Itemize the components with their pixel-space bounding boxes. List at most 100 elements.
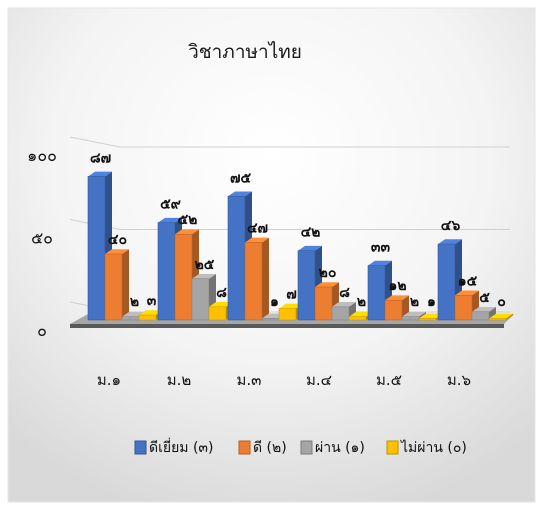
bar-top [368,260,392,266]
bar-front [471,311,490,321]
category-label: ม.๓ [237,371,262,389]
data-label: ๑๒ [388,278,406,294]
bar-top [88,171,112,177]
bar-side [122,249,129,320]
legend-label: ดีเยี่ยม (๓) [149,438,213,456]
bar-front [331,306,350,321]
bar-front [297,250,316,321]
bar-front [418,318,437,321]
bar-front [261,318,280,321]
bar-front [278,308,297,321]
bar-front [208,306,227,321]
bar-front [244,242,263,321]
floor-edge [70,324,504,328]
bar-front [174,233,193,321]
bar-top [489,313,513,319]
bar-front [138,314,157,321]
bar-top [332,302,356,307]
bar-top [158,217,182,223]
data-label: ๔๐ [108,232,127,248]
bar-front [157,222,176,321]
legend-swatch [238,440,251,455]
data-label: ๒๐ [319,265,337,281]
bar-front [348,316,367,321]
category-label-layer: ม.๑ ม.๒ ม.๓ ม.๔ ม.๕ ม.๖ [97,371,471,389]
axis-tick-layer: ๐ ๕๐ ๑๐๐ [27,146,57,340]
category-label: ม.๕ [376,371,402,389]
category-label: ม.๖ [447,371,471,389]
data-label: ๑ [270,294,279,310]
data-label: ๓ [147,293,157,309]
data-label: ๔๒ [301,225,321,241]
bar-top [472,306,496,312]
data-label: ๒ [130,294,139,310]
bar-top [402,311,426,317]
bar [244,237,269,321]
data-label: ๕๒ [178,212,198,228]
category-label: ม.๑ [97,371,121,389]
legend-swatch [134,440,147,455]
bar-front [121,316,140,321]
bar-top [105,249,129,254]
data-label: ๔๖ [441,218,461,234]
bar-top [279,303,303,309]
bar-top [315,282,339,287]
bar-front [384,299,403,321]
bar-front [437,243,456,321]
bar-top [192,273,216,279]
bar-front [227,195,246,321]
bar-front [488,318,507,321]
bar [104,249,129,321]
legend-label: ไม่ผ่าน (๐) [400,439,467,456]
data-label: ๘ [216,285,227,301]
bar-front [401,316,420,321]
legend-label: ดี (๒) [253,440,287,456]
y-tick-label: ๑๐๐ [27,146,57,165]
bar-front [454,294,473,321]
data-label: ๒๕ [195,257,215,273]
gridline-slant [69,136,121,148]
bar-top [209,302,233,307]
data-label: ๐ [497,294,506,310]
bar-top [385,295,409,301]
legend-label: ผ่าน (๑) [315,440,365,456]
bar [471,306,496,321]
bar-top [245,237,269,243]
bar-top [349,311,373,317]
bar [488,313,513,321]
bar-front [314,286,333,321]
bar-front [191,278,210,321]
y-tick-label: ๕๐ [31,229,53,248]
y-tick-label: ๐ [37,321,47,340]
category-label: ม.๒ [167,371,192,389]
data-label-layer: ๘๗๔๐๒ ๓๕๙๕๒๒๕๘๗๕๔๗๑ ๗๔๒๒๐๘๒๓๓๑๒๒ ๑๔๖๑๕๕๐ [90,150,506,310]
data-label: ๓๓ [371,240,391,256]
bar-front [104,253,123,321]
bar-side [262,237,269,320]
bar-top [419,313,443,319]
data-label: ๘๗ [90,150,111,166]
bar-layer [87,171,513,321]
bar-side [506,313,513,320]
data-label: ๕๙ [160,197,181,213]
bar-top [139,310,163,316]
bar-top [228,191,252,197]
bar-top [175,229,199,235]
category-label: ม.๔ [306,371,332,389]
legend: ดีเยี่ยม (๓) ดี (๒) ผ่าน (๑) ไม่ผ่าน (๐) [134,438,467,456]
bar-front [87,176,106,321]
legend-swatch [386,440,399,455]
bar-top [298,245,322,251]
bar-side [489,306,496,320]
bar-front [367,265,386,321]
data-label: ๒ [357,294,366,310]
data-label: ๒ [410,294,419,310]
data-label: ๑ [427,294,436,310]
bar-top [455,290,479,296]
data-label: ๗ [286,286,297,302]
bar-top [438,239,462,245]
data-label: ๗๕ [230,170,252,186]
chart-title: วิชาภาษาไทย [188,41,302,63]
